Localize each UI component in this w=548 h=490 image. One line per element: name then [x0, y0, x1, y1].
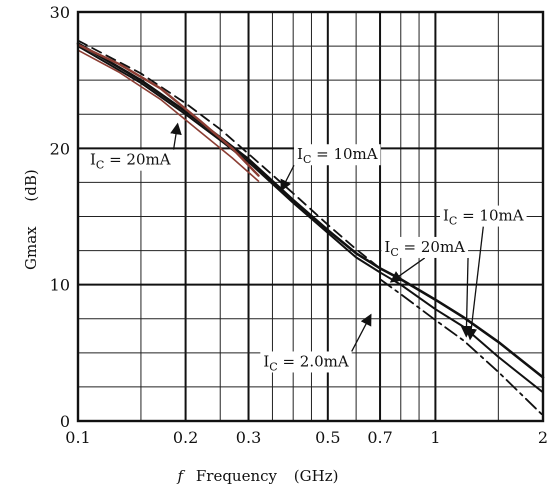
x-axis-title: f Frequency (GHz): [177, 467, 339, 485]
x-tick-label: 2: [538, 428, 548, 447]
annotation-label-sub: C: [390, 246, 398, 259]
annotation-label-rest: = 2.0mA: [278, 352, 349, 370]
y-axis-unit: (dB): [22, 169, 40, 201]
annotation-label-bg: [439, 205, 527, 227]
annotation-label: IC = 10mA: [297, 145, 378, 166]
series-line-6: [77, 49, 260, 182]
annotation-label-rest: = 10mA: [457, 207, 523, 225]
x-tick-label: 0.3: [236, 428, 261, 447]
annotation-label-bg: [294, 144, 381, 166]
series-line-1: [76, 42, 545, 379]
annotation-arrow: [460, 257, 473, 338]
annotation-label-sub: C: [269, 360, 277, 373]
series-line-4: [379, 278, 544, 417]
annotation-label: IC = 10mA: [443, 207, 524, 228]
annotation-label-bg: [260, 351, 352, 373]
y-axis-label: Gmax: [22, 226, 40, 270]
annotation-arrows: [170, 122, 484, 352]
annotation-label-rest: = 20mA: [104, 151, 170, 169]
annotation-label-main: I: [384, 238, 390, 256]
annotation-label-sub: C: [96, 159, 104, 172]
annotation-arrow: [389, 257, 426, 283]
y-axis-title: Gmax (dB): [22, 169, 40, 270]
x-tick-label: 0.5: [315, 428, 340, 447]
annotation-label-main: I: [443, 207, 449, 225]
annotation-arrow: [465, 226, 484, 341]
y-tick-label: 10: [50, 276, 70, 295]
x-tick-label: 0.2: [173, 428, 198, 447]
annotation-arrow: [351, 313, 372, 352]
annotation-label-main: I: [90, 151, 96, 169]
annotation-label-bg: [381, 236, 469, 258]
annotation-label-sub: C: [303, 153, 311, 166]
series-line-5: [76, 43, 260, 177]
y-tick-label: 20: [50, 139, 70, 158]
series-line-3: [77, 39, 381, 270]
data-series: [76, 39, 545, 417]
annotation-label-rest: = 10mA: [311, 145, 377, 163]
x-tick-label: 1: [430, 428, 440, 447]
annotation-label: IC = 2.0mA: [263, 352, 349, 373]
y-tick-labels: 0 10 20 30: [50, 3, 70, 431]
x-tick-label: 0.1: [65, 428, 90, 447]
y-tick-label: 30: [50, 3, 70, 22]
y-tick-label: 0: [60, 412, 70, 431]
annotation-label-sub: C: [449, 215, 457, 228]
annotation-label-main: I: [297, 145, 303, 163]
annotation-label: IC = 20mA: [384, 238, 465, 259]
x-tick-labels: 0.1 0.2 0.3 0.5 0.7 1 2: [65, 428, 548, 447]
annotation-label-rest: = 20mA: [399, 238, 465, 256]
plot-frame: [76, 10, 545, 423]
x-axis-label: Frequency: [196, 467, 278, 485]
annotation-label: IC = 20mA: [90, 151, 171, 172]
annotation-arrow: [170, 122, 182, 150]
x-axis-unit: (GHz): [294, 467, 339, 485]
x-tick-label: 0.7: [367, 428, 392, 447]
annotation-label-main: I: [263, 352, 269, 370]
x-axis-prefix: f: [177, 467, 186, 485]
series-line-2: [77, 45, 544, 394]
annotation-arrow: [280, 164, 295, 192]
annotation-label-bg: [86, 149, 174, 171]
